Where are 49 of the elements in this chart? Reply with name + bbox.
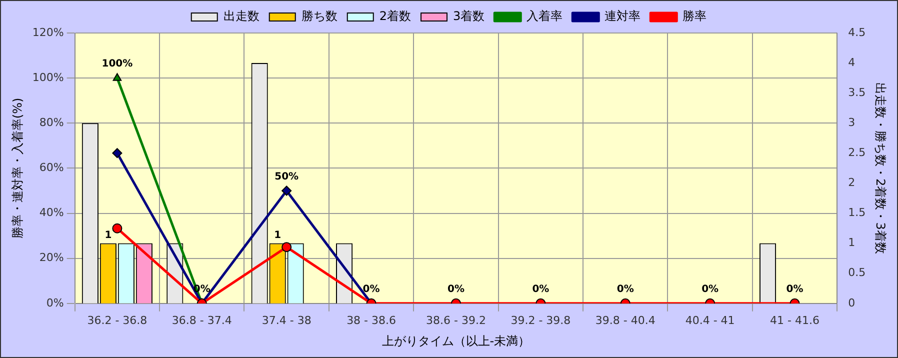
point	[112, 223, 122, 234]
data-label: 0%	[532, 284, 550, 295]
x-axis-title: 上がりタイム（以上-未満）	[382, 334, 530, 348]
data-label: 50%	[274, 171, 299, 182]
legend-label: 出走数	[223, 9, 260, 24]
y2-tick-label: 1.5	[848, 206, 866, 220]
legend-label: 入着率	[526, 9, 563, 24]
y-axis-title: 勝率・連対率・入着率(%)	[10, 98, 24, 239]
data-label: 0%	[786, 284, 804, 295]
x-tick-label: 36.2 - 36.8	[87, 314, 148, 327]
x-tick-label: 39.8 - 40.4	[595, 314, 656, 327]
legend-label: 連対率	[604, 9, 641, 24]
legend-label: 3着数	[453, 9, 485, 24]
data-label: 0%	[616, 284, 634, 295]
y-tick-label: 60%	[39, 161, 64, 174]
y2-tick-label: 4	[848, 56, 856, 69]
y-tick-label: 100%	[32, 70, 64, 84]
y2-tick-label: 2	[848, 176, 856, 190]
y2-axis-title: 出走数・勝ち数・2着数・3着数	[874, 82, 888, 254]
y2-tick-label: 3	[848, 116, 856, 129]
x-tick-label: 38 - 38.6	[346, 314, 396, 327]
point	[112, 148, 122, 158]
y-tick-label: 40%	[39, 206, 64, 220]
x-tick-label: 37.4 - 38	[262, 314, 312, 327]
data-label: 1	[104, 230, 112, 241]
y2-tick-label: 0	[848, 296, 856, 310]
legend-label: 2着数	[379, 9, 412, 24]
y2-tick-label: 2.5	[848, 146, 866, 160]
y2-tick-label: 1	[848, 236, 856, 250]
data-label: 0%	[362, 284, 380, 295]
x-tick-label: 38.6 - 39.2	[426, 314, 486, 327]
x-tick-label: 36.8 - 37.4	[172, 314, 232, 327]
y-tick-label: 0%	[46, 296, 64, 310]
data-label: 0%	[702, 284, 719, 295]
y-tick-label: 20%	[39, 251, 64, 264]
legend-label: 勝ち数	[301, 9, 338, 24]
data-label: 100%	[102, 58, 133, 70]
x-tick-label: 40.4 - 41	[685, 314, 735, 327]
data-label: 1	[274, 230, 282, 241]
y2-tick-label: 4.5	[848, 26, 866, 39]
x-tick-label: 39.2 - 39.8	[510, 314, 571, 327]
x-tick-label: 41 - 41.6	[770, 314, 820, 327]
y-tick-label: 120%	[32, 26, 64, 39]
point	[282, 186, 292, 196]
y-tick-label: 80%	[39, 116, 64, 129]
data-label: 0%	[447, 284, 464, 295]
y2-tick-label: 0.5	[848, 266, 866, 280]
y2-tick-label: 3.5	[848, 86, 866, 99]
legend-label: 勝率	[682, 9, 707, 24]
